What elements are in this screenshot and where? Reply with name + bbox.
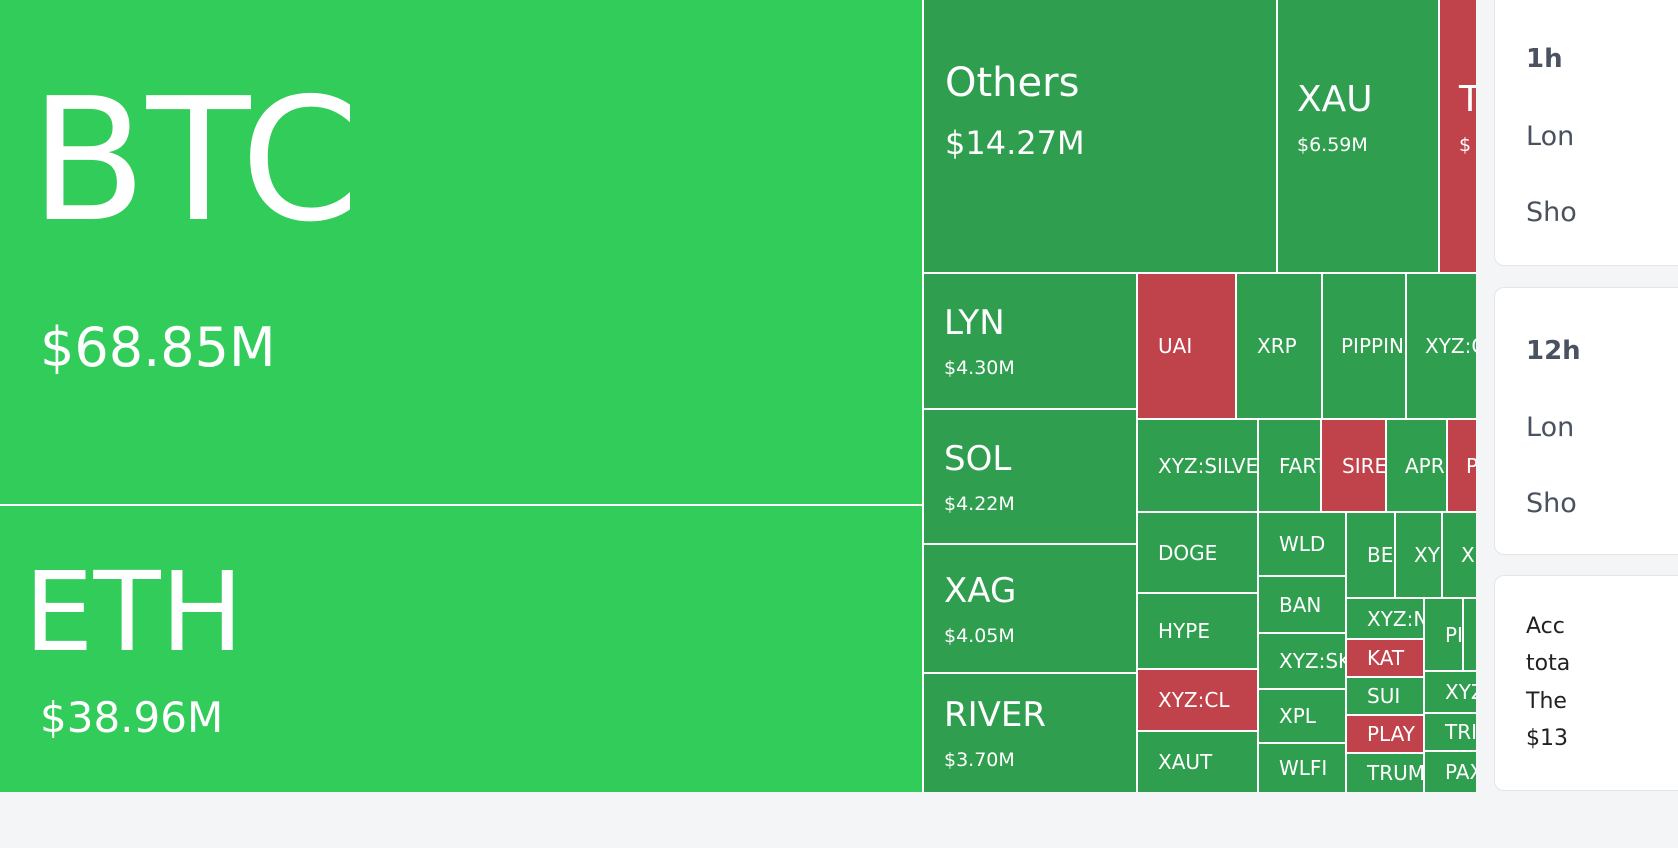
long-label: Lon xyxy=(1526,121,1575,152)
tile-small[interactable]: WLD xyxy=(1259,513,1345,575)
tile-value: $6.59M xyxy=(1297,133,1368,156)
summary-line: $13 xyxy=(1526,726,1568,751)
tile-small[interactable]: XAUT xyxy=(1138,732,1257,792)
tile-river[interactable]: RIVER $3.70M xyxy=(924,674,1136,792)
tile-small[interactable]: XYZ:G xyxy=(1407,274,1476,418)
summary-panel: 1h Lon Sho 12h Lon Sho Acc tota The $13 xyxy=(1494,0,1678,848)
summary-line: The xyxy=(1526,689,1567,714)
card-title: 1h xyxy=(1526,44,1563,74)
tile-small[interactable]: BAN xyxy=(1259,577,1345,632)
tile-value: $4.30M xyxy=(944,357,1015,379)
tile-small[interactable]: DOGE xyxy=(1138,513,1257,592)
tile-others[interactable]: Others $14.27M xyxy=(924,0,1276,272)
tile-label: T xyxy=(1459,78,1476,120)
card-title: 12h xyxy=(1526,336,1581,366)
tile-small[interactable]: TRI xyxy=(1425,714,1476,750)
tile-xag[interactable]: XAG $4.05M xyxy=(924,545,1136,672)
tile-small[interactable]: PI xyxy=(1425,599,1462,670)
tile-small[interactable]: XYZ:N xyxy=(1347,599,1423,638)
tile-small[interactable]: KAT xyxy=(1347,640,1423,676)
tile-small[interactable]: SIREN xyxy=(1322,420,1385,511)
tile-small[interactable]: XY xyxy=(1396,513,1441,597)
tile-label: BTC xyxy=(30,61,360,260)
liquidation-treemap: BTC $68.85M ETH $38.96M Others $14.27M X… xyxy=(0,0,1476,792)
tile-label: XAU xyxy=(1297,78,1373,120)
tile-value: $4.22M xyxy=(944,492,1015,515)
tile-eth[interactable]: ETH $38.96M xyxy=(0,506,922,792)
tile-small[interactable]: BE xyxy=(1347,513,1394,597)
tile-lyn[interactable]: LYN $4.30M xyxy=(924,274,1136,408)
tile-t[interactable]: T $ xyxy=(1440,0,1476,272)
tile-small[interactable]: UAI xyxy=(1138,274,1235,418)
card-12h: 12h Lon Sho xyxy=(1494,287,1678,555)
tile-xau[interactable]: XAU $6.59M xyxy=(1278,0,1438,272)
tile-small[interactable]: PIPPIN xyxy=(1323,274,1405,418)
tile-label: SOL xyxy=(944,438,1012,479)
tile-small[interactable]: XPL xyxy=(1259,690,1345,742)
tile-btc[interactable]: BTC $68.85M xyxy=(0,0,922,504)
tile-small[interactable]: XRP xyxy=(1237,274,1321,418)
tile-small[interactable]: XYZ xyxy=(1425,672,1476,712)
tile-value: $4.05M xyxy=(944,624,1015,647)
tile-small[interactable]: FART xyxy=(1259,420,1320,511)
tile-small[interactable]: P xyxy=(1448,420,1476,511)
short-label: Sho xyxy=(1526,488,1577,519)
tile-small[interactable]: PLAY xyxy=(1347,716,1423,752)
short-label: Sho xyxy=(1526,197,1577,228)
summary-line: Acc xyxy=(1526,614,1565,639)
tile-small[interactable]: XYZ:CL xyxy=(1138,670,1257,730)
tile-label: ETH xyxy=(24,547,244,676)
card-1h: 1h Lon Sho xyxy=(1494,0,1678,266)
tile-small[interactable]: APR xyxy=(1387,420,1446,511)
tile-label: Others xyxy=(945,60,1080,106)
tile-small[interactable]: HYPE xyxy=(1138,594,1257,668)
tile-small[interactable]: TRUM xyxy=(1347,754,1423,792)
tile-value: $38.96M xyxy=(40,692,224,742)
long-label: Lon xyxy=(1526,412,1575,443)
summary-line: tota xyxy=(1526,651,1571,676)
tile-label: RIVER xyxy=(944,695,1047,735)
tile-value: $68.85M xyxy=(40,315,276,379)
tile-small[interactable]: PAX xyxy=(1425,752,1476,792)
tile-small[interactable]: SUI xyxy=(1347,678,1423,714)
tile-small[interactable]: X xyxy=(1443,513,1476,597)
tile-small[interactable]: XYZ:SK xyxy=(1259,634,1345,688)
tile-small[interactable]: XYZ:SILVER xyxy=(1138,420,1257,511)
tile-value: $14.27M xyxy=(945,124,1085,162)
tile-small[interactable] xyxy=(1464,599,1476,670)
tile-label: LYN xyxy=(944,303,1005,343)
tile-small[interactable]: WLFI xyxy=(1259,744,1345,792)
tile-value: $3.70M xyxy=(944,749,1015,771)
card-summary: Acc tota The $13 xyxy=(1494,575,1678,791)
tile-sol[interactable]: SOL $4.22M xyxy=(924,410,1136,543)
tile-label: XAG xyxy=(944,570,1017,611)
tile-value: $ xyxy=(1459,133,1472,156)
